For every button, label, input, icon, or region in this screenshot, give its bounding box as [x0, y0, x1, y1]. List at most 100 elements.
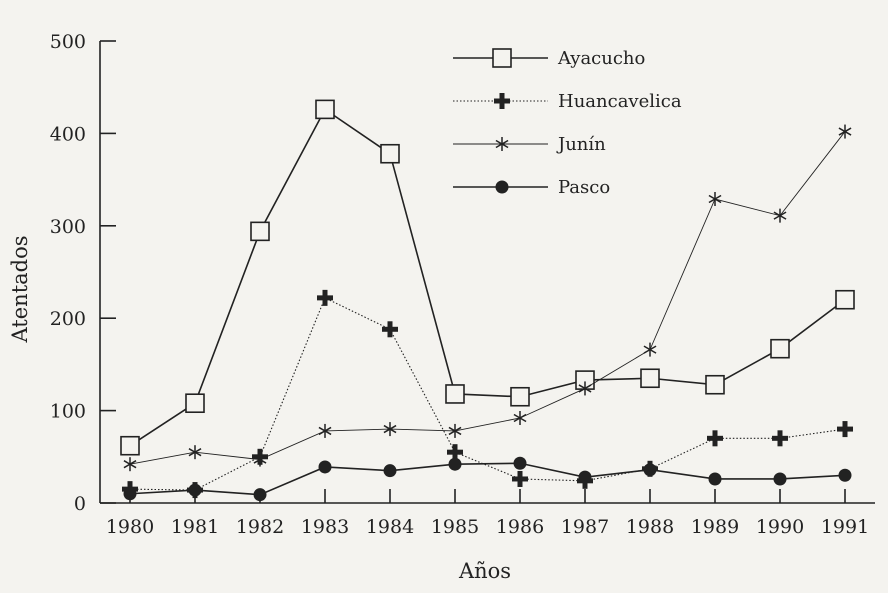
- point-junin-1980: [123, 457, 137, 472]
- point-junin-1988: [643, 342, 657, 357]
- point-pasco-1988: [643, 463, 657, 477]
- point-pasco-1989: [708, 472, 722, 486]
- legend-item-ayacucho: Ayacucho: [453, 48, 645, 69]
- x-tick-label-1980: 1980: [106, 516, 154, 538]
- point-junin-1985-stroke-2: [448, 426, 462, 436]
- point-huancavelica-1985-v: [452, 444, 458, 461]
- series-line-pasco: [129, 462, 846, 496]
- point-junin-1988-stroke-2: [643, 345, 657, 354]
- legend: Ayacucho Huancavelica Junín Pasco: [453, 48, 682, 198]
- x-tick-label-1984: 1984: [366, 516, 414, 538]
- point-huancavelica-1990-v: [777, 430, 783, 447]
- point-huancavelica-1984: [382, 321, 398, 338]
- series-pasco: [123, 456, 852, 502]
- point-junin-1989-stroke-2: [708, 194, 722, 204]
- x-tick-label-1983: 1983: [301, 516, 349, 538]
- point-huancavelica-1990: [772, 430, 788, 447]
- point-huancavelica-1985: [447, 444, 463, 461]
- point-pasco-1981: [188, 483, 202, 497]
- point-junin-1987: [578, 381, 592, 396]
- series-line-ayacucho: [129, 108, 846, 447]
- point-huancavelica-1983-v: [322, 289, 328, 306]
- y-tick-label-300: 300: [50, 216, 86, 238]
- point-junin-1981: [188, 445, 202, 460]
- point-pasco-1984: [383, 464, 397, 478]
- point-pasco-1980: [123, 487, 137, 501]
- x-tick-label-1990: 1990: [756, 516, 804, 538]
- point-junin-1982: [253, 452, 267, 467]
- y-tick-label-0: 0: [74, 493, 86, 515]
- point-junin-1985: [448, 423, 462, 438]
- point-pasco-1983: [318, 460, 332, 474]
- legend-marker-pasco: [495, 180, 509, 194]
- point-pasco-1990: [773, 472, 787, 486]
- x-tick-label-1989: 1989: [691, 516, 739, 538]
- legend-item-pasco: Pasco: [453, 177, 610, 198]
- point-ayacucho-1988: [640, 368, 660, 389]
- point-junin-1982-stroke-2: [253, 455, 267, 464]
- point-junin-1980-stroke-2: [123, 460, 137, 469]
- point-huancavelica-1986: [512, 470, 528, 487]
- x-tick-label-1988: 1988: [626, 516, 674, 538]
- series-layer: [120, 99, 855, 502]
- legend-marker-huancavelica-v: [499, 93, 505, 109]
- point-junin-1987-stroke-2: [578, 384, 592, 393]
- point-huancavelica-1989-v: [712, 430, 718, 447]
- y-axis-label: Atentados: [8, 235, 32, 343]
- legend-marker-ayacucho: [492, 48, 512, 68]
- x-tick-label-1981: 1981: [171, 516, 219, 538]
- point-pasco-1991: [838, 468, 852, 482]
- legend-item-huancavelica: Huancavelica: [453, 91, 682, 112]
- point-ayacucho-1985: [445, 384, 465, 404]
- point-pasco-1987: [578, 470, 592, 484]
- point-ayacucho-1982: [250, 221, 270, 242]
- x-tick-label-1985: 1985: [431, 516, 479, 538]
- y-tick-label-200: 200: [50, 308, 86, 330]
- legend-label-pasco: Pasco: [558, 177, 610, 198]
- point-ayacucho-1980: [120, 435, 140, 456]
- series-huancavelica: [122, 289, 853, 499]
- point-junin-1991: [838, 124, 852, 139]
- legend-marker-huancavelica: [494, 93, 510, 109]
- point-junin-1983: [318, 423, 332, 438]
- legend-marker-junin: [495, 137, 509, 151]
- point-huancavelica-1984-v: [387, 321, 393, 338]
- point-pasco-1986: [513, 456, 527, 470]
- point-huancavelica-1991-v: [842, 421, 848, 438]
- legend-marker-junin-stroke-2: [495, 139, 509, 149]
- x-axis-label: Años: [458, 559, 511, 583]
- point-ayacucho-1983: [315, 99, 335, 120]
- point-ayacucho-1990: [770, 338, 790, 359]
- point-junin-1991-stroke-2: [838, 127, 852, 136]
- y-tick-label-400: 400: [50, 123, 86, 145]
- y-tick-label-100: 100: [50, 401, 86, 423]
- point-huancavelica-1989: [707, 430, 723, 447]
- axes: 0 100 200 300 400 500 1980 1981 1982 1983 1984 1985…: [50, 31, 875, 538]
- point-ayacucho-1991: [835, 289, 855, 310]
- point-ayacucho-1989: [705, 374, 725, 395]
- point-huancavelica-1986-v: [517, 470, 523, 487]
- point-junin-1983-stroke-2: [318, 426, 332, 436]
- series-line-junin: [129, 131, 846, 465]
- point-junin-1984-stroke-2: [383, 424, 397, 434]
- legend-label-ayacucho: Ayacucho: [557, 48, 645, 69]
- point-junin-1981-stroke-2: [188, 448, 202, 457]
- point-junin-1989: [708, 192, 722, 207]
- point-junin-1986-stroke-2: [513, 413, 527, 423]
- point-ayacucho-1986: [510, 386, 530, 407]
- point-ayacucho-1981: [185, 393, 205, 414]
- point-huancavelica-1983: [317, 289, 333, 306]
- series-line-huancavelica: [129, 297, 846, 491]
- point-junin-1984: [383, 422, 397, 437]
- series-junin: [123, 124, 852, 472]
- point-junin-1986: [513, 410, 527, 425]
- point-junin-1990-stroke-2: [773, 211, 787, 220]
- legend-label-junin: Junín: [556, 134, 606, 155]
- point-ayacucho-1984: [380, 143, 400, 164]
- point-pasco-1985: [448, 457, 462, 471]
- x-tick-label-1991: 1991: [821, 516, 869, 538]
- point-junin-1990: [773, 208, 787, 223]
- point-pasco-1982: [253, 488, 267, 502]
